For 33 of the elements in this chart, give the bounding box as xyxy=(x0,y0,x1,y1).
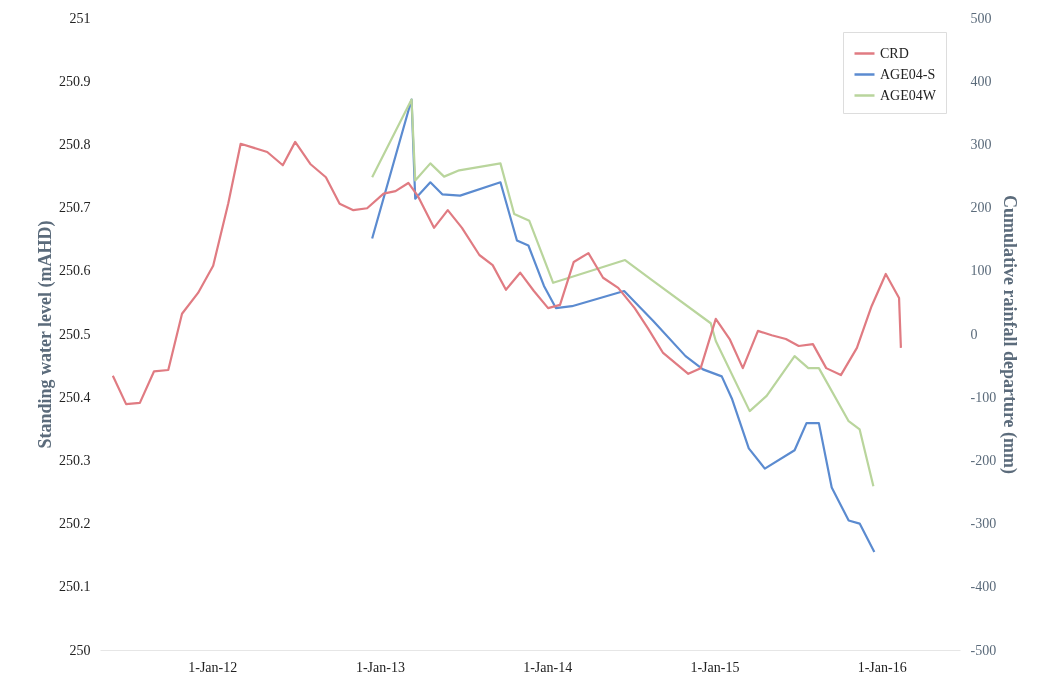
y-tick-label: 250.9 xyxy=(59,73,91,89)
y-tick-label: 250 xyxy=(69,642,91,658)
y2-tick-label: 400 xyxy=(970,73,992,89)
y2-tick-label: -500 xyxy=(970,642,997,658)
y-tick-label: 250.6 xyxy=(59,263,91,279)
y-tick-label: 250.3 xyxy=(59,452,91,468)
y-tick-label: 250.8 xyxy=(59,136,91,152)
x-tick-label: 1-Jan-14 xyxy=(523,659,573,675)
y2-tick-label: 0 xyxy=(970,326,978,342)
y2-tick-label: -400 xyxy=(970,579,997,595)
y-axis-title: Standing water level (mAHD) xyxy=(35,220,56,449)
x-tick-label: 1-Jan-13 xyxy=(355,659,405,675)
legend-label: AGE04W xyxy=(880,87,937,103)
x-tick-label: 1-Jan-15 xyxy=(690,659,740,675)
y2-tick-label: -100 xyxy=(970,389,997,405)
y2-axis-title: Cumulative rainfall departure (mm) xyxy=(999,194,1021,475)
x-tick-label: 1-Jan-16 xyxy=(857,659,907,675)
y-tick-label: 251 xyxy=(69,10,91,26)
y2-tick-label: -200 xyxy=(970,452,997,468)
y2-tick-label: 100 xyxy=(970,263,992,279)
y2-tick-label: -300 xyxy=(970,516,997,532)
legend-label: AGE04-S xyxy=(880,66,936,82)
y-tick-label: 250.2 xyxy=(59,516,91,532)
y-tick-label: 250.7 xyxy=(59,200,91,216)
y2-tick-label: 200 xyxy=(970,200,992,216)
x-tick-label: 1-Jan-12 xyxy=(188,659,238,675)
y-tick-label: 250.5 xyxy=(59,326,91,342)
y2-tick-label: 300 xyxy=(970,136,992,152)
y2-tick-label: 500 xyxy=(970,10,992,26)
y-tick-label: 250.4 xyxy=(59,389,91,405)
y-tick-label: 250.1 xyxy=(59,579,91,595)
line-series xyxy=(111,140,902,406)
legend-label: CRD xyxy=(880,45,909,61)
